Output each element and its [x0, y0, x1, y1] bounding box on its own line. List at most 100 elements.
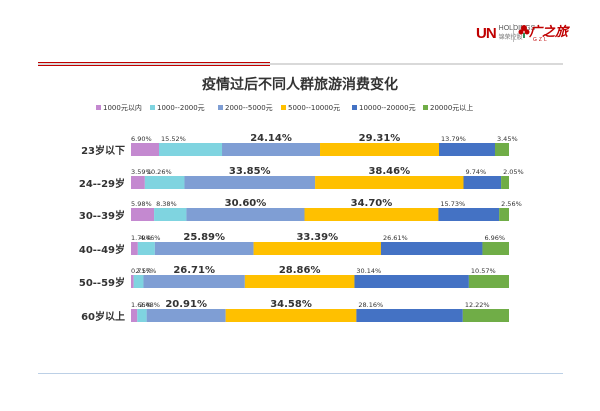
- bar-segment: [244, 275, 355, 288]
- bar-segment: [499, 208, 509, 221]
- bar-segment: [131, 176, 145, 189]
- category-label: 23岁以下: [81, 144, 125, 157]
- data-label: 30.60%: [225, 198, 267, 209]
- bar-segment: [184, 176, 316, 189]
- data-label: 26.71%: [173, 265, 215, 276]
- bar-segment: [222, 143, 321, 156]
- data-label: 1.66%: [131, 301, 152, 309]
- category-label: 30--39岁: [79, 209, 125, 222]
- data-label: 2.56%: [501, 200, 522, 208]
- bar-segment: [482, 242, 509, 255]
- bar-segment: [439, 143, 495, 156]
- bar-segment: [131, 143, 160, 156]
- bar-segment: [154, 242, 254, 255]
- bar-segment: [137, 309, 147, 322]
- bar-segment: [225, 309, 357, 322]
- legend-swatch-5: [423, 105, 428, 110]
- legend-swatch-2: [218, 105, 223, 110]
- logo-divider: [513, 24, 514, 42]
- bar-segment: [320, 143, 440, 156]
- data-label: 28.86%: [279, 265, 321, 276]
- bar-segment: [159, 143, 223, 156]
- bar-segment: [144, 176, 185, 189]
- holdings-logo-mark: UN: [476, 24, 497, 42]
- data-label: 10.26%: [147, 168, 172, 176]
- data-label: 3.45%: [497, 135, 518, 143]
- data-label: 28.16%: [358, 301, 383, 309]
- data-label: 12.22%: [465, 301, 490, 309]
- data-label: 1.79%: [131, 234, 152, 242]
- category-label: 60岁以上: [81, 310, 125, 323]
- data-label: 24.14%: [250, 133, 292, 144]
- category-label: 40--49岁: [79, 243, 125, 256]
- header-rule: [38, 63, 563, 65]
- bar-segment: [143, 275, 245, 288]
- data-label: 6.90%: [131, 135, 152, 143]
- category-label: 50--59岁: [79, 276, 125, 289]
- legend-label-3: 5000--10000元: [288, 104, 340, 112]
- bar-segment: [463, 176, 502, 189]
- holdings-logo-name: HOLDINGS: [498, 25, 536, 32]
- legend-label-0: 1000元以内: [103, 103, 142, 112]
- gzl-logo-cn: 广之旅: [529, 25, 569, 40]
- bar-segment: [137, 242, 155, 255]
- bar-segment: [146, 309, 226, 322]
- bar-segment: [356, 309, 463, 322]
- data-label: 26.61%: [383, 234, 408, 242]
- data-label: 33.39%: [296, 232, 338, 243]
- legend-swatch-0: [96, 105, 101, 110]
- category-label: 24--29岁: [79, 177, 125, 190]
- bar-segment: [154, 208, 187, 221]
- gzl-logo-en: GZL: [533, 37, 549, 43]
- bar-segment: [494, 143, 509, 156]
- legend-swatch-3: [281, 105, 286, 110]
- data-label: 3.59%: [131, 168, 152, 176]
- holdings-logo-cn: 锦荣控股: [498, 34, 523, 41]
- legend-swatch-4: [352, 105, 357, 110]
- bar-segment: [468, 275, 509, 288]
- data-label: 13.79%: [441, 135, 466, 143]
- data-label: 33.85%: [229, 166, 271, 177]
- legend-label-1: 1000--2000元: [157, 104, 205, 112]
- bar-segment: [462, 309, 509, 322]
- data-label: 5.98%: [131, 200, 152, 208]
- data-label: 2.05%: [503, 168, 524, 176]
- data-label: 34.58%: [270, 299, 312, 310]
- data-label: 9.74%: [466, 168, 487, 176]
- data-label: 6.96%: [484, 234, 505, 242]
- bar-segment: [304, 208, 439, 221]
- bar-segment: [131, 208, 155, 221]
- data-label: 15.73%: [440, 200, 465, 208]
- bar-segment: [131, 242, 138, 255]
- data-label: 10.57%: [471, 267, 496, 275]
- data-label: 29.31%: [359, 133, 401, 144]
- data-label: 38.46%: [368, 166, 410, 177]
- data-label: 2.57%: [136, 267, 157, 275]
- gzl-logo: 广之旅 GZL: [518, 20, 568, 46]
- legend-label-5: 20000元以上: [430, 103, 473, 112]
- data-label: 30.14%: [356, 267, 381, 275]
- footer-rule: [38, 373, 563, 374]
- bar-segment: [380, 242, 483, 255]
- data-label: 34.70%: [351, 198, 393, 209]
- holdings-logo: UN HOLDINGS 锦荣控股: [476, 22, 535, 44]
- bar-segment: [186, 208, 305, 221]
- bar-segment: [438, 208, 500, 221]
- bar-segment: [501, 176, 509, 189]
- legend-label-2: 2000--5000元: [225, 104, 273, 112]
- bar-segment: [131, 309, 138, 322]
- data-label: 20.91%: [165, 299, 207, 310]
- bar-segment: [131, 275, 134, 288]
- data-label: 15.52%: [161, 135, 186, 143]
- bar-segment: [253, 242, 381, 255]
- data-label: 0.71%: [131, 267, 152, 275]
- data-label: 8.38%: [156, 200, 177, 208]
- flower-icon: [518, 25, 530, 38]
- bar-segment: [354, 275, 469, 288]
- bar-segment: [315, 176, 464, 189]
- data-label: 25.89%: [183, 232, 225, 243]
- legend-swatch-1: [150, 105, 155, 110]
- bar-segment: [133, 275, 144, 288]
- legend-label-4: 10000--20000元: [359, 104, 416, 112]
